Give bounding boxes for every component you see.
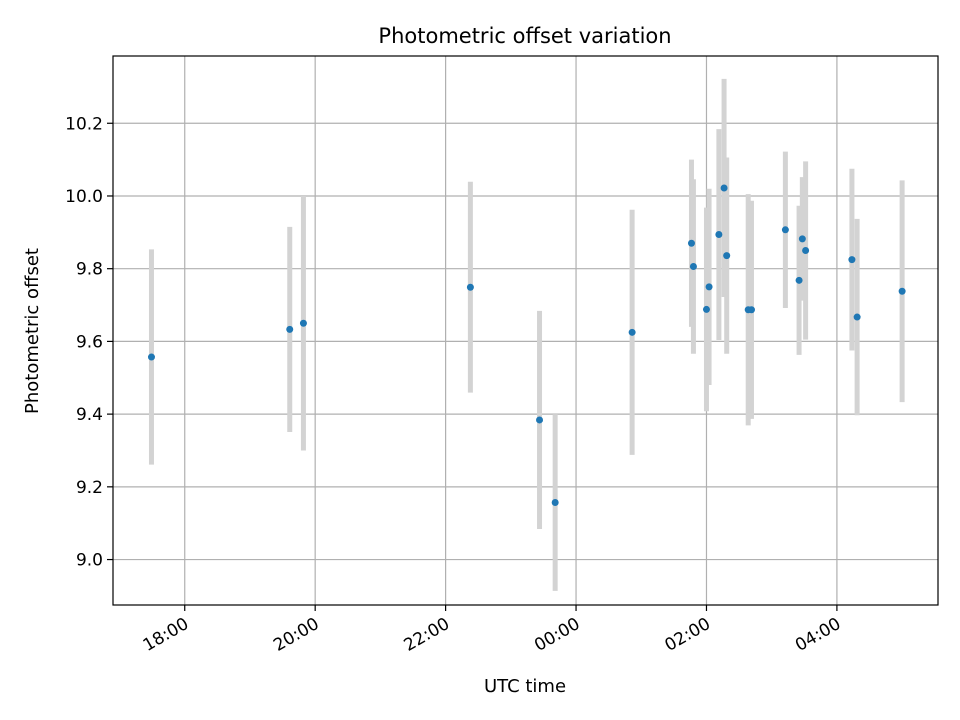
y-tick-label: 9.0 bbox=[76, 551, 103, 571]
y-tick-label: 9.2 bbox=[76, 478, 103, 498]
y-tick-label: 9.4 bbox=[76, 405, 103, 425]
data-point bbox=[802, 247, 810, 255]
data-point bbox=[628, 328, 636, 336]
data-point bbox=[798, 235, 806, 243]
data-point bbox=[795, 276, 803, 284]
data-point bbox=[466, 283, 474, 291]
y-axis-ticks: 9.0 9.2 9.4 9.6 9.8 10.0 10.2 bbox=[65, 114, 113, 571]
data-point bbox=[720, 184, 728, 192]
data-point bbox=[702, 305, 710, 313]
data-point bbox=[781, 226, 789, 234]
data-point bbox=[853, 313, 861, 321]
y-tick-label: 9.6 bbox=[76, 332, 103, 352]
data-point bbox=[715, 231, 723, 239]
x-axis-label: UTC time bbox=[484, 676, 566, 697]
chart-title: Photometric offset variation bbox=[378, 24, 671, 48]
y-axis-label: Photometric offset bbox=[22, 248, 43, 414]
data-point bbox=[705, 283, 713, 291]
data-point bbox=[147, 353, 155, 361]
data-point bbox=[687, 239, 695, 247]
y-tick-label: 9.8 bbox=[76, 260, 103, 280]
data-point bbox=[898, 287, 906, 295]
data-point bbox=[551, 498, 559, 506]
data-point bbox=[286, 325, 294, 333]
y-tick-label: 10.2 bbox=[65, 114, 103, 134]
y-tick-label: 10.0 bbox=[65, 187, 103, 207]
plot-frame bbox=[112, 55, 939, 606]
data-point bbox=[848, 256, 856, 264]
data-point bbox=[747, 306, 755, 314]
data-points bbox=[147, 184, 906, 506]
data-point bbox=[536, 416, 544, 424]
data-point bbox=[299, 319, 307, 327]
data-point bbox=[689, 263, 697, 271]
data-point bbox=[723, 252, 731, 260]
